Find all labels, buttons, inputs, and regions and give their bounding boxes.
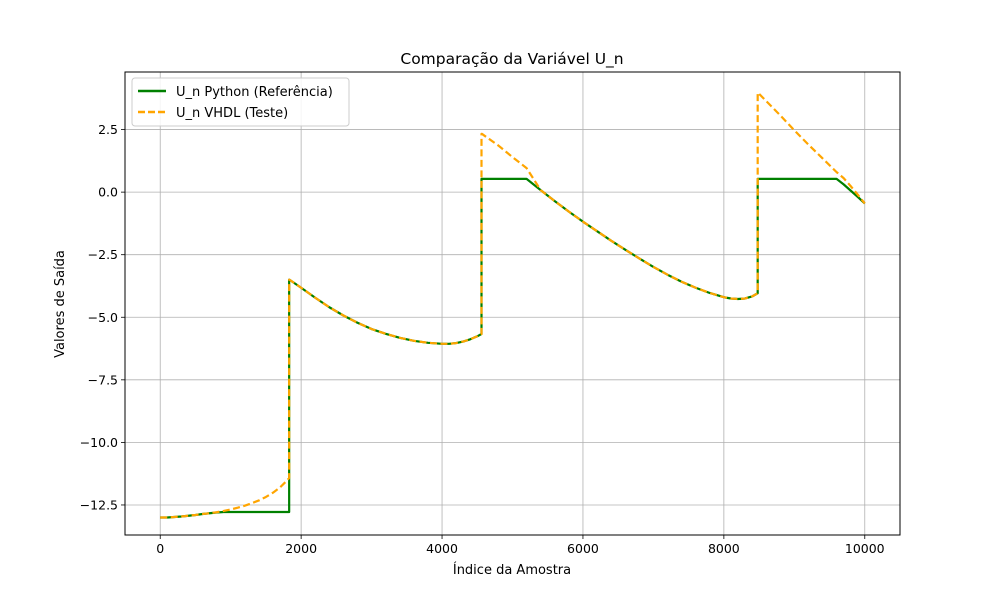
- y-tick-label: −10.0: [80, 435, 118, 450]
- x-tick-label: 0: [156, 541, 164, 556]
- axes-frame: [124, 71, 901, 536]
- series-line-vhdl: [160, 91, 866, 519]
- x-tick-label: 4000: [426, 541, 458, 556]
- legend: U_n Python (Referência) U_n VHDL (Teste): [131, 77, 350, 127]
- y-tick-label: 2.5: [98, 122, 118, 137]
- chart-title: Comparação da Variável U_n: [400, 50, 623, 69]
- legend-label-vhdl: U_n VHDL (Teste): [176, 106, 288, 121]
- x-tick-label: 8000: [708, 541, 740, 556]
- y-tick-label: −12.5: [80, 497, 118, 512]
- y-tick-label: −7.5: [88, 372, 118, 387]
- grid: [125, 72, 900, 535]
- series-layer: [160, 91, 866, 519]
- x-tick-label: 10000: [845, 541, 885, 556]
- legend-label-python: U_n Python (Referência): [176, 85, 333, 100]
- x-tick-label: 2000: [285, 541, 317, 556]
- y-tick-label: −2.5: [88, 247, 118, 262]
- y-axis-label: Valores de Saída: [53, 250, 68, 358]
- legend-box: [131, 77, 350, 127]
- x-axis-label: Índice da Amostra: [453, 562, 571, 578]
- y-tick-label: 0.0: [98, 185, 118, 200]
- x-tick-label: 6000: [567, 541, 599, 556]
- y-tick-label: −5.0: [88, 310, 118, 325]
- ticks: 0 2000 4000 6000 8000 10000 2.5 0.0 −2.5 −5.0 −7.5…: [80, 122, 885, 556]
